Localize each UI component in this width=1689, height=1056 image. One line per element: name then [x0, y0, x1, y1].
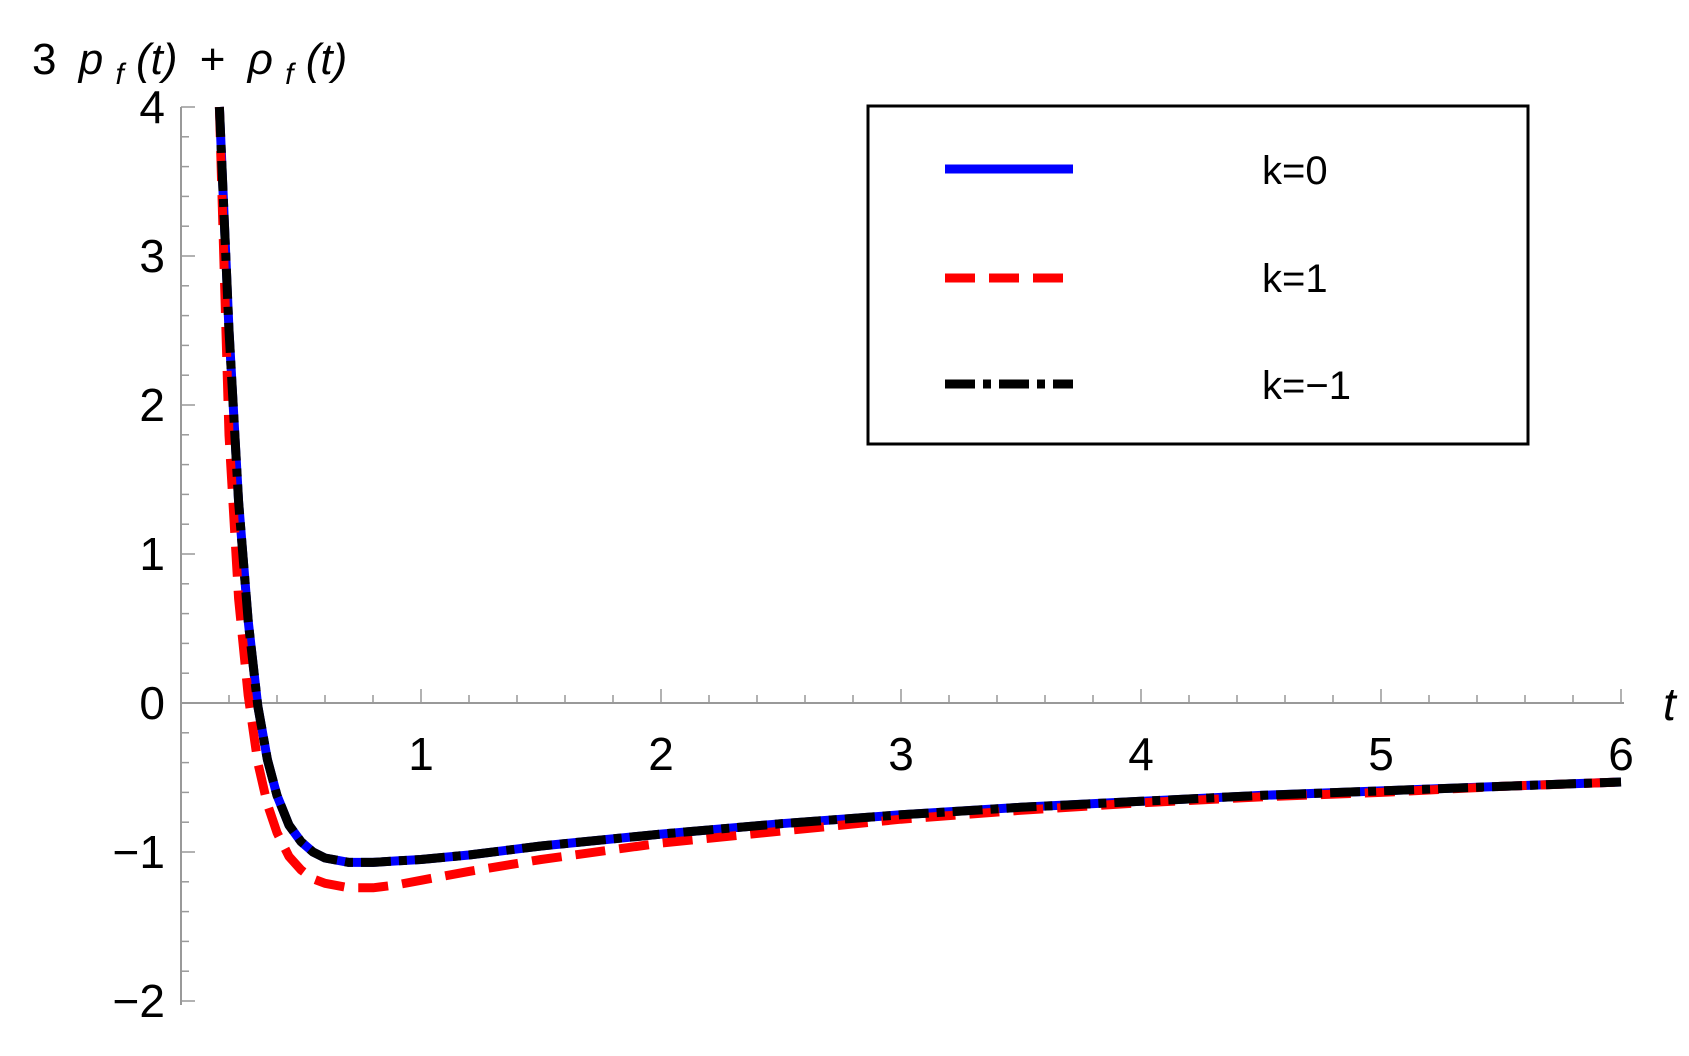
x-tick-label: 4: [1128, 728, 1154, 780]
legend-label-k0: k=0: [1262, 149, 1328, 193]
y-tick-label: 4: [139, 81, 165, 133]
y-tick-label: −1: [113, 826, 165, 878]
y-tick-label: 2: [139, 379, 165, 431]
legend-label-k1: k=1: [1262, 257, 1328, 301]
ticks: 1 2 3 4 5 6 −2 −1 0 1 2 3 4: [113, 81, 1634, 1027]
y-label-args1: (t): [136, 35, 178, 84]
y-tick-label: 1: [139, 528, 165, 580]
y-label-args2: (t): [306, 35, 348, 84]
y-label-rho: ρ: [246, 35, 273, 84]
legend-label-km1: k=−1: [1262, 364, 1351, 408]
x-tick-label: 1: [408, 728, 434, 780]
x-tick-label: 2: [648, 728, 674, 780]
legend-box: [866, 104, 1530, 446]
legend: k=0 k=1 k=−1: [866, 104, 1530, 446]
x-tick-label: 3: [888, 728, 914, 780]
y-tick-label: −2: [113, 975, 165, 1027]
x-tick-label: 5: [1368, 728, 1394, 780]
x-axis-title: t: [1663, 678, 1678, 730]
y-tick-label: 0: [139, 677, 165, 729]
series-line-2: [214, 106, 1622, 867]
y-axis-title: 3 p f (t) + ρ f (t): [32, 35, 347, 94]
series-layer: [214, 106, 1622, 893]
y-tick-label: 3: [139, 230, 165, 282]
y-label-coef: 3: [32, 35, 56, 84]
x-tick-label: 6: [1608, 728, 1634, 780]
y-label-sub2: f: [285, 58, 296, 91]
y-label-sub1: f: [115, 58, 126, 91]
y-label-p: p: [77, 35, 103, 84]
y-label-plus: +: [200, 35, 226, 84]
